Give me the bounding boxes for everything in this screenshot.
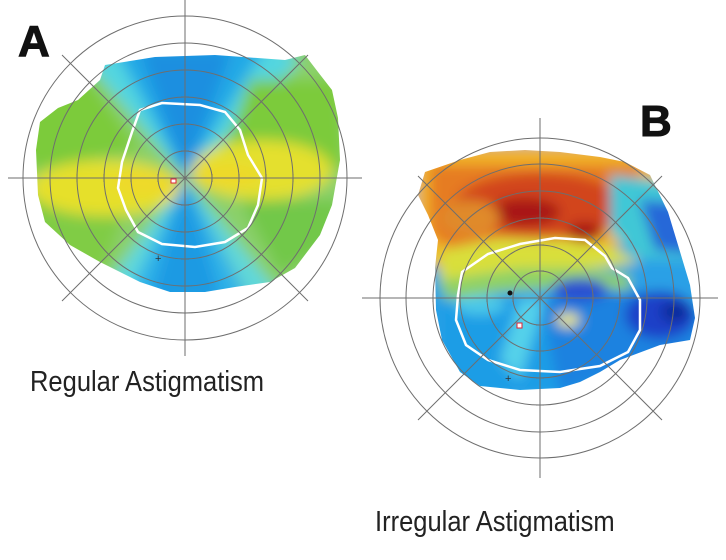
panel-b-axis-ticks bbox=[432, 190, 648, 406]
panel-b-polar-grid bbox=[362, 118, 718, 478]
panel-b-map: + bbox=[418, 150, 695, 390]
panel-a-map: + bbox=[36, 55, 340, 292]
panel-a-polar-grid bbox=[8, 0, 362, 356]
panel-a-caption: Regular Astigmatism bbox=[30, 366, 265, 398]
map-a-center-marker bbox=[170, 178, 177, 184]
panel-b-letter: B bbox=[640, 97, 673, 146]
panel-a-letter: A bbox=[18, 17, 51, 66]
panel-a-axis-ticks bbox=[76, 69, 294, 287]
svg-text:+: + bbox=[155, 253, 161, 265]
panel-b-caption: Irregular Astigmatism bbox=[375, 506, 615, 538]
map-a-boundary-contour bbox=[116, 101, 264, 249]
map-b-pupil-marker bbox=[507, 290, 513, 296]
svg-text:+: + bbox=[505, 373, 511, 385]
map-b-boundary-contour bbox=[454, 236, 642, 374]
map-b-center-marker bbox=[516, 322, 523, 329]
